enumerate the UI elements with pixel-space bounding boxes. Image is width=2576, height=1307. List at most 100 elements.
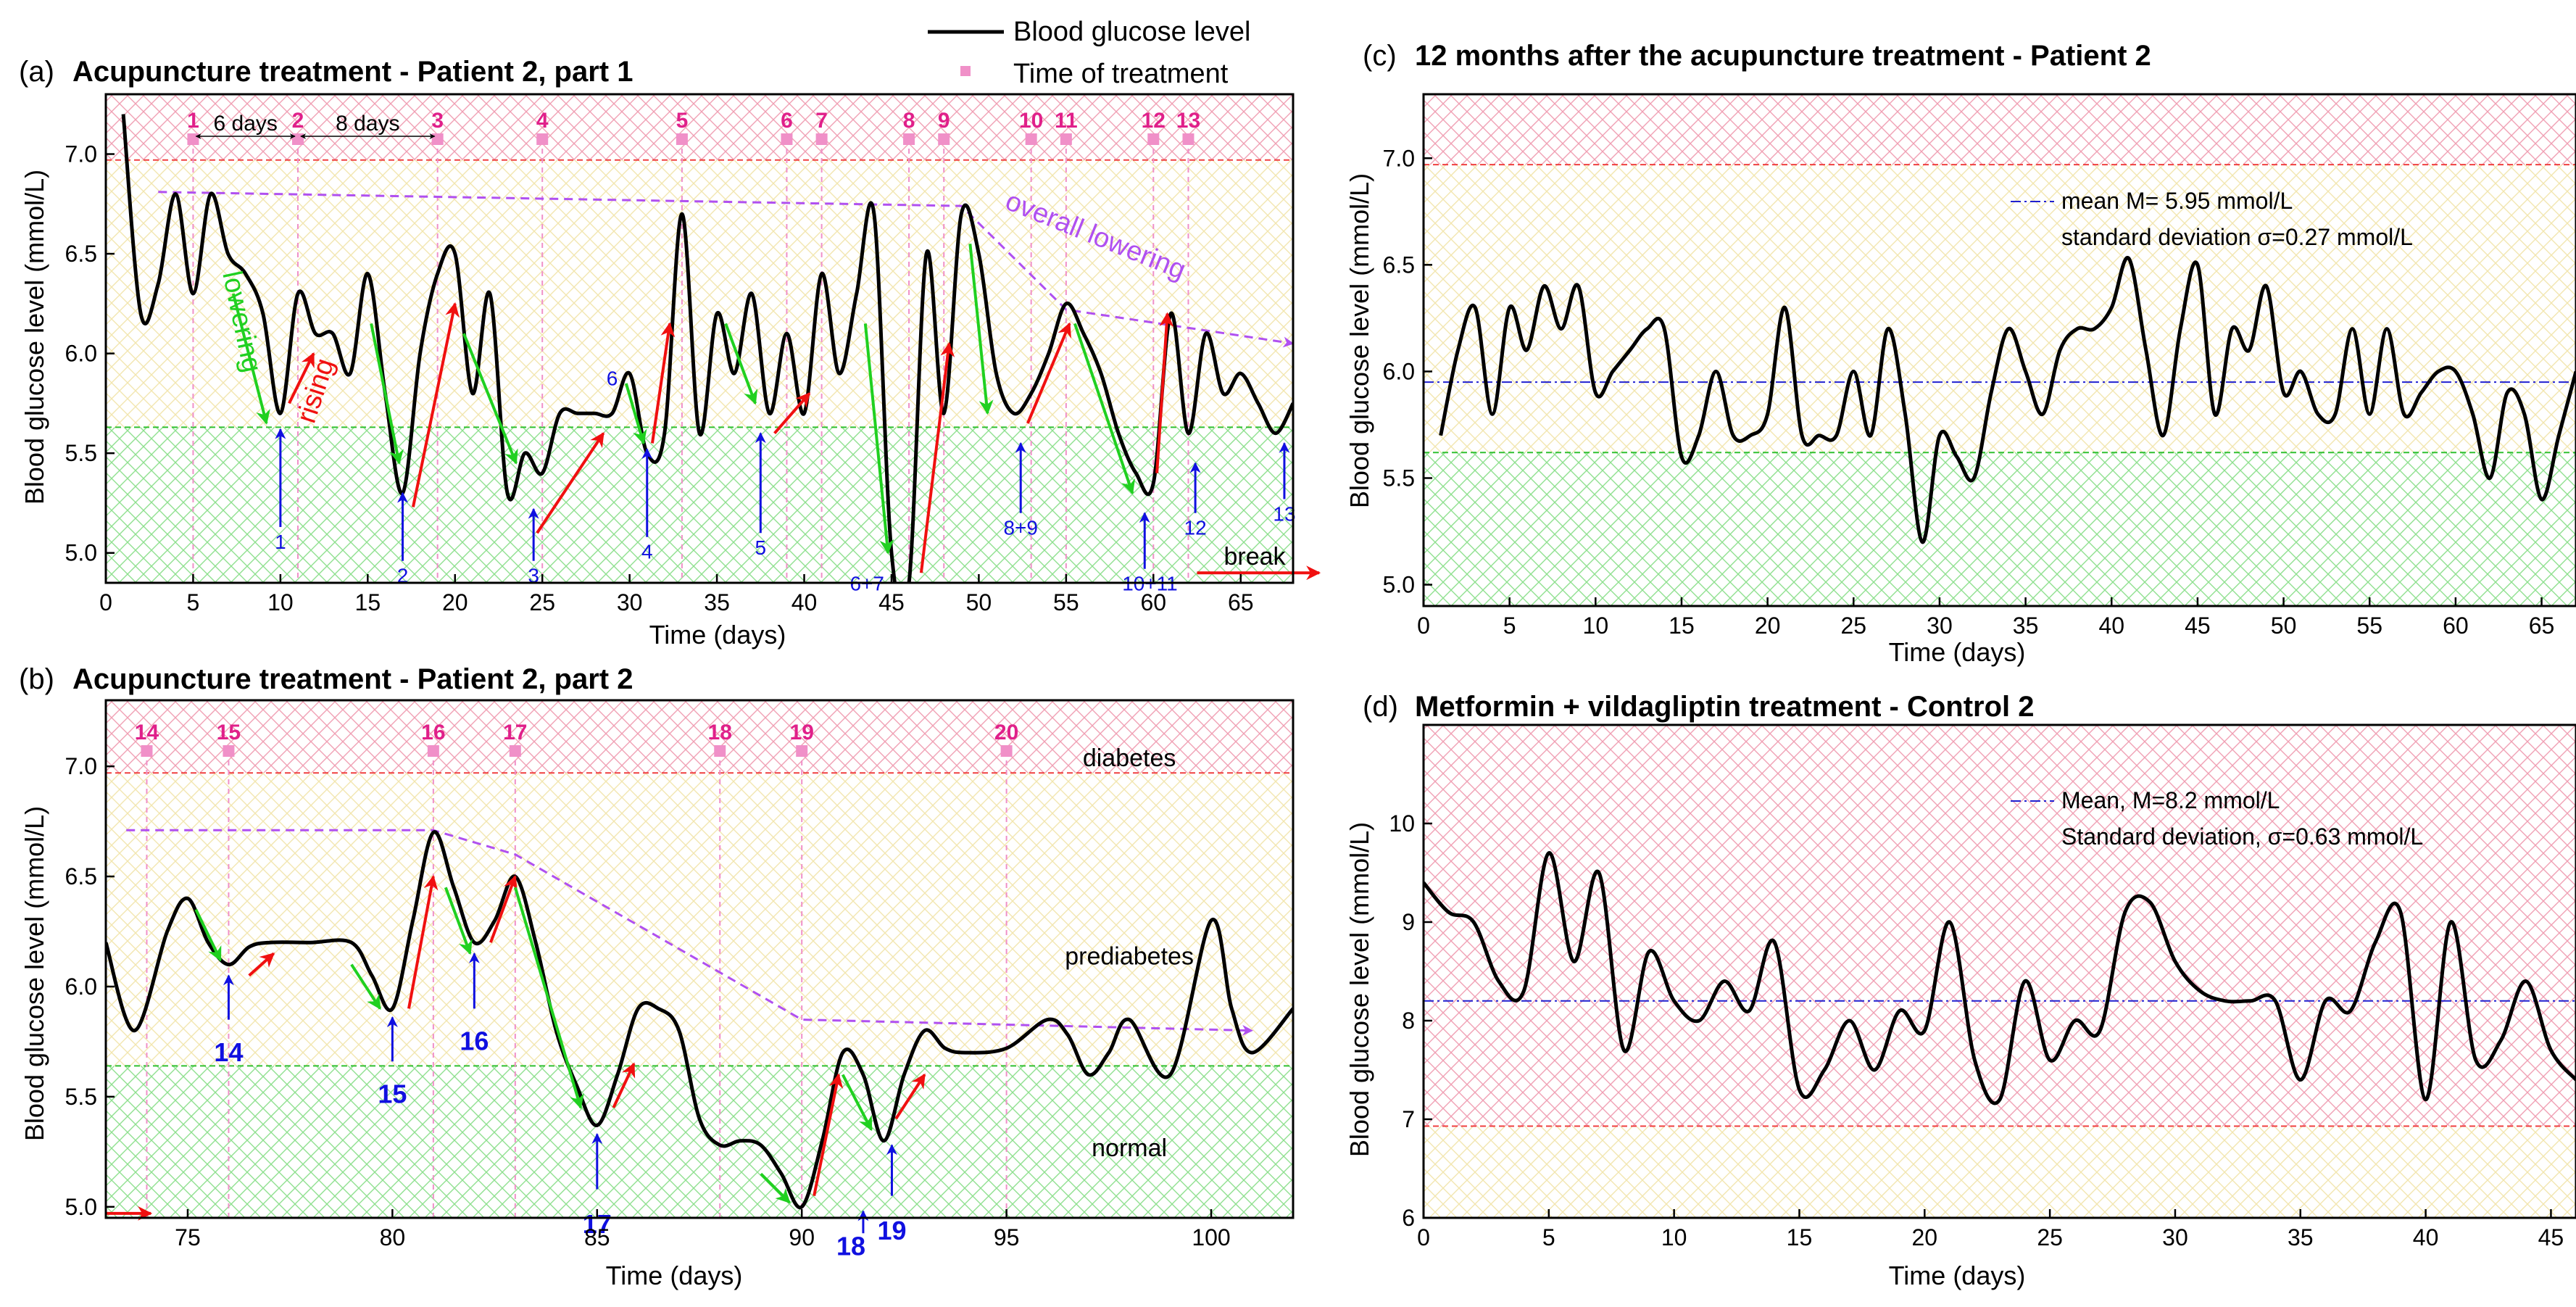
- x-tick-label: 30: [2162, 1224, 2188, 1250]
- x-tick-label: 50: [2271, 613, 2297, 639]
- treatment-label: 13: [1176, 109, 1200, 133]
- x-tick-label: 45: [2538, 1224, 2564, 1250]
- x-tick-label: 60: [2443, 613, 2469, 639]
- treatment-arrow-label: 5: [755, 536, 767, 559]
- treatment-arrow-label: 4: [641, 541, 653, 563]
- panel-a-letter: (a): [19, 56, 54, 88]
- y-tick-label: 10: [1389, 810, 1415, 837]
- treatment-marker: [796, 745, 808, 757]
- y-tick-label: 8: [1402, 1008, 1415, 1034]
- y-tick-label: 6.5: [65, 863, 97, 889]
- y-tick-label: 7: [1402, 1106, 1415, 1132]
- x-tick-label: 10: [267, 589, 294, 615]
- panel-a-xlabel: Time (days): [649, 620, 786, 650]
- rising-arrow: [1155, 312, 1174, 473]
- treatment-markers: [187, 133, 1194, 583]
- x-tick-label: 65: [1228, 589, 1254, 615]
- lowering-arrow: [462, 333, 518, 465]
- y-tick-label: 6.5: [65, 241, 97, 267]
- x-tick-label: 25: [529, 589, 555, 615]
- x-tick-label: 80: [380, 1224, 406, 1250]
- y-tick-label: 6.5: [1383, 252, 1415, 278]
- lowering-arrow: [194, 908, 222, 962]
- panel-c: (c) 12 months after the acupuncture trea…: [1345, 40, 2576, 667]
- panel-c-plot: mean M= 5.95 mmol/L standard deviation σ=…: [1383, 93, 2576, 639]
- lowering-arrow: [724, 323, 758, 405]
- treatment-marker: [676, 133, 688, 145]
- stats-text: Standard deviation, σ=0.63 mmol/L: [2061, 823, 2423, 850]
- panel-c-title: 12 months after the acupuncture treatmen…: [1415, 40, 2151, 72]
- treatment-arrow-label: 8+9: [1003, 517, 1038, 539]
- annotation-plain: break: [1223, 543, 1286, 570]
- normal-zone: [106, 1066, 1293, 1218]
- x-tick-label: 25: [2037, 1224, 2063, 1250]
- stats-text: standard deviation σ=0.27 mmol/L: [2061, 224, 2413, 250]
- x-tick-label: 15: [1669, 613, 1695, 639]
- lowering-arrow: [760, 1172, 791, 1204]
- zone-bands: [1424, 725, 2576, 1218]
- x-tick-label: 5: [187, 589, 200, 615]
- x-tick-label: 25: [1840, 613, 1866, 639]
- glucose-series-line: [1424, 851, 2576, 1105]
- x-tick-label: 15: [355, 589, 381, 615]
- rising-arrow: [407, 875, 439, 1009]
- trend-line: [158, 191, 1295, 348]
- y-tick-label: 5.0: [65, 540, 97, 566]
- treatment-marker: [536, 133, 549, 145]
- panel-b-letter: (b): [19, 663, 54, 695]
- x-tick-label: 40: [2098, 613, 2124, 639]
- panel-d: (d) Metformin + vildagliptin treatment -…: [1345, 691, 2576, 1290]
- panel-d-plot: Mean, M=8.2 mmol/L Standard deviation, σ=…: [1389, 723, 2576, 1250]
- treatment-label: 18: [708, 721, 732, 744]
- x-tick-label: 55: [2356, 613, 2382, 639]
- y-tick-label: 6.0: [1383, 358, 1415, 384]
- x-tick-label: 60: [1140, 589, 1166, 615]
- diabetes-zone: [106, 700, 1293, 773]
- legend-glucose-label: Blood glucose level: [1013, 17, 1250, 47]
- zone-bands: [106, 700, 1293, 1218]
- x-tick-label: 0: [1417, 1224, 1430, 1250]
- treatment-marker: [1182, 133, 1194, 145]
- treatment-marker: [431, 133, 444, 145]
- treatment-arrow-label: 3: [528, 565, 539, 587]
- x-tick-label: 10: [1661, 1224, 1687, 1250]
- panel-a-title: Acupuncture treatment - Patient 2, part …: [72, 56, 633, 88]
- panel-d-letter: (d): [1363, 691, 1398, 723]
- lowering-arrow: [444, 887, 473, 955]
- treatment-arrow-label: 2: [397, 565, 409, 587]
- annotation-plain: diabetes: [1083, 744, 1176, 772]
- treatment-label: 1: [187, 109, 199, 133]
- treatment-label: 19: [790, 721, 814, 744]
- treatment-marker: [815, 133, 828, 145]
- treatment-label: 10: [1019, 109, 1043, 133]
- treatment-label: 8: [903, 109, 915, 133]
- treatment-marker: [714, 745, 726, 757]
- y-tick-label: 5.0: [65, 1194, 97, 1220]
- stats-text: Mean, M=8.2 mmol/L: [2061, 787, 2280, 813]
- rising-arrow: [650, 322, 676, 444]
- treatment-arrow-label: 14: [214, 1037, 243, 1067]
- treatment-marker: [938, 133, 950, 145]
- panel-d-title: Metformin + vildagliptin treatment - Con…: [1415, 691, 2035, 723]
- treatment-arrow-label: 18: [836, 1231, 865, 1261]
- x-tick-label: 40: [792, 589, 818, 615]
- lowering-arrow: [513, 887, 584, 1110]
- x-tick-label: 20: [1912, 1224, 1938, 1250]
- treatment-label: 14: [135, 721, 159, 744]
- lowering-arrow: [863, 323, 894, 555]
- treatment-arrow-label: 1: [275, 531, 286, 553]
- normal-zone: [1424, 452, 2576, 606]
- treatment-arrow-label: 6: [607, 367, 618, 389]
- x-tick-label: 85: [584, 1224, 610, 1250]
- treatment-label: 20: [994, 721, 1018, 744]
- panel-a: (a) Acupuncture treatment - Patient 2, p…: [19, 56, 1321, 650]
- y-tick-label: 6.0: [65, 341, 97, 367]
- y-tick-label: 5.0: [1383, 572, 1415, 598]
- y-tick-label: 9: [1402, 909, 1415, 935]
- treatment-label: 4: [536, 109, 549, 133]
- treatment-marker: [1147, 133, 1160, 145]
- rising-arrow: [1026, 322, 1071, 424]
- panel-a-ylabel: Blood glucose level (mmol/L): [20, 170, 49, 505]
- panel-b-ylabel: Blood glucose level (mmol/L): [20, 806, 49, 1141]
